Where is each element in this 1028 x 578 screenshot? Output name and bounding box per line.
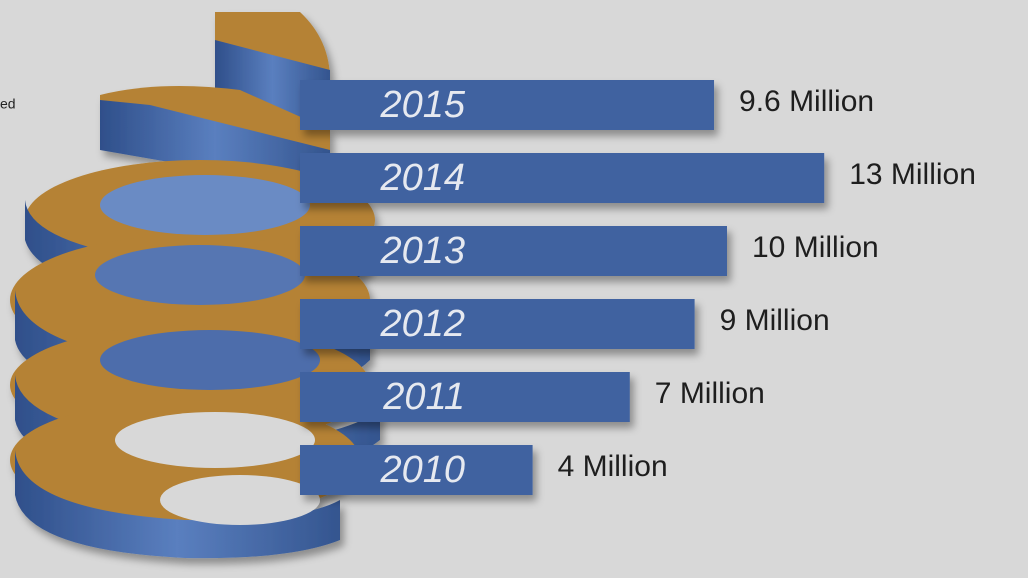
value-label: 13 Million (849, 158, 976, 191)
category-label: 2014 (379, 157, 465, 199)
value-label: 10 Million (752, 231, 879, 264)
category-label: 2011 (382, 376, 465, 418)
category-label: 2012 (379, 303, 465, 345)
category-label: 2015 (379, 84, 465, 126)
annotation: ed (0, 96, 16, 112)
category-label: 2010 (379, 449, 465, 491)
category-label: 2013 (379, 230, 465, 272)
value-label: 4 Million (558, 450, 668, 483)
bar (300, 445, 533, 495)
bar (300, 153, 825, 203)
bar (300, 299, 695, 349)
bar (300, 372, 630, 422)
bar (300, 80, 715, 130)
value-label: 9.6 Million (739, 85, 874, 118)
value-label: 7 Million (655, 377, 765, 410)
bar (300, 226, 727, 276)
value-label: 9 Million (720, 304, 830, 337)
spiral-decoration (10, 12, 380, 559)
